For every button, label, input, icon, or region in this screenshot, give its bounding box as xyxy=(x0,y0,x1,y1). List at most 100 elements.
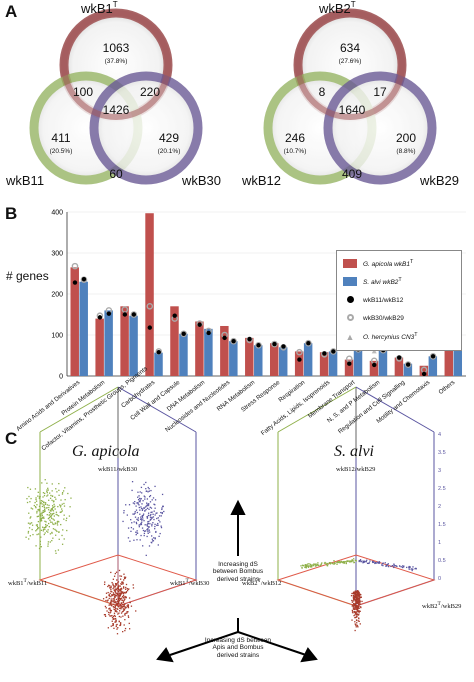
scatter-point-green xyxy=(58,531,60,533)
scatter-point-purple xyxy=(159,521,161,523)
scatter-point-green xyxy=(58,538,60,540)
scatter-point-red xyxy=(108,595,111,597)
scatter-point-purple xyxy=(139,518,142,520)
scatter-point-red xyxy=(126,590,129,592)
cube-right-axis-ticks: 4 3.5 3 2.5 2 1.5 1 0.5 0 xyxy=(438,432,446,582)
scatter-point-green xyxy=(348,560,350,562)
scatter-point-green xyxy=(54,522,56,524)
scatter-point-red xyxy=(358,620,360,623)
bar xyxy=(70,267,79,376)
scatter-point-purple xyxy=(148,495,151,498)
scatter-point-purple xyxy=(393,564,395,567)
scatter-point-green xyxy=(53,503,55,506)
scatter-point-red xyxy=(108,585,111,587)
scatter-point-green xyxy=(68,515,71,517)
scatter-point-red xyxy=(355,626,357,628)
scatter-point-red xyxy=(355,608,357,610)
cube-right-title: S. alvi xyxy=(334,443,374,460)
scatter-point-green xyxy=(58,482,60,485)
scatter-point-green xyxy=(54,505,56,507)
scatter-point-red xyxy=(355,605,357,607)
scatter-point-red xyxy=(120,578,122,580)
scatter-point-purple xyxy=(360,560,362,562)
scatter-point-green xyxy=(306,565,308,567)
scatter-point-purple xyxy=(151,540,154,542)
scatter-point-red xyxy=(360,596,362,598)
scatter-point-purple xyxy=(408,566,410,568)
scatter-point-green xyxy=(39,519,42,521)
scatter-point-green xyxy=(39,502,41,505)
bar xyxy=(444,328,454,376)
scatter-point-red xyxy=(115,598,118,601)
scatter-point-purple xyxy=(153,503,155,505)
scatter-point-red xyxy=(114,593,116,596)
scatter-point-purple xyxy=(151,511,153,513)
scatter-point-red xyxy=(114,615,116,617)
scatter-point-green xyxy=(340,561,342,563)
venn-right-title: wkB2T xyxy=(318,0,356,16)
scatter-point-green xyxy=(61,508,63,510)
scatter-point-purple xyxy=(378,562,381,564)
scatter-point-red xyxy=(121,606,123,609)
scatter-point-red xyxy=(110,586,112,588)
marker-ring xyxy=(305,339,312,347)
scatter-point-green xyxy=(48,499,50,501)
scatter-point-purple xyxy=(156,512,158,514)
scatter-point-purple xyxy=(160,525,162,527)
scatter-point-green xyxy=(320,564,322,566)
scatter-point-purple xyxy=(374,562,376,565)
legend-swatch-blue xyxy=(343,277,357,287)
scatter-point-purple xyxy=(146,524,148,526)
scatter-point-red xyxy=(121,583,123,585)
scatter-point-red xyxy=(113,586,115,588)
scatter-point-red xyxy=(124,576,127,578)
scatter-point-purple xyxy=(150,507,153,509)
scatter-point-red xyxy=(357,590,360,593)
scatter-point-green xyxy=(35,500,38,502)
scatter-point-green xyxy=(60,511,63,513)
venn-right: wkB2T 634 (27.6%) 8 17 1640 246 (10.7%) … xyxy=(241,0,459,188)
scatter-point-green xyxy=(310,564,312,566)
scatter-point-green xyxy=(334,562,336,565)
scatter-point-red xyxy=(117,627,119,629)
scatter-point-red xyxy=(110,602,112,604)
scatter-point-purple xyxy=(358,560,360,563)
scatter-point-green xyxy=(316,564,319,566)
scatter-point-red xyxy=(121,599,123,602)
scatter-point-green xyxy=(41,517,43,520)
venn-right-right-only: 200 xyxy=(396,131,416,145)
right-axis-tick-label: 1 xyxy=(438,540,441,546)
scatter-point-green xyxy=(33,504,35,507)
scatter-point-green xyxy=(61,493,64,495)
scatter-point-red xyxy=(130,605,133,607)
scatter-point-green xyxy=(41,511,43,513)
scatter-point-red xyxy=(127,606,130,609)
marker-triangle xyxy=(371,348,377,354)
legend-triangle-icon: ▲ xyxy=(345,332,355,342)
scatter-point-purple xyxy=(154,538,156,540)
marker-dot xyxy=(405,362,411,367)
scatter-point-red xyxy=(353,594,355,597)
scatter-point-red xyxy=(124,619,126,621)
scatter-point-green xyxy=(330,562,332,564)
scatter-point-purple xyxy=(130,519,132,521)
scatter-point-purple xyxy=(147,521,149,523)
scatter-point-purple xyxy=(406,566,408,569)
scatter-point-green xyxy=(42,516,44,519)
scatter-point-purple xyxy=(133,503,136,505)
scatter-point-green xyxy=(54,523,57,525)
scatter-point-purple xyxy=(150,489,152,492)
scatter-point-green xyxy=(54,528,56,531)
legend-item-gapicola: G. apicola wkB1T xyxy=(343,259,413,268)
scatter-point-purple xyxy=(372,561,374,564)
scatter-point-purple xyxy=(147,514,150,517)
scatter-point-green xyxy=(49,492,51,494)
scatter-point-red xyxy=(357,593,360,595)
scatter-point-red xyxy=(351,601,354,603)
scatter-point-purple xyxy=(145,488,147,490)
bar xyxy=(403,363,413,376)
scatter-point-red xyxy=(356,625,359,627)
scatter-point-red xyxy=(129,601,131,603)
scatter-point-green xyxy=(36,512,38,514)
scatter-point-green xyxy=(39,543,41,545)
